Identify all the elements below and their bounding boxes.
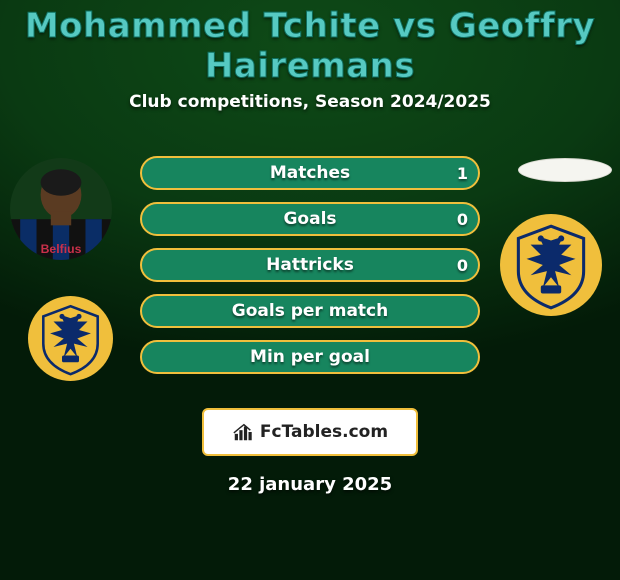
avatar-placeholder-icon: Belfius xyxy=(10,158,112,260)
player-left-club-badge xyxy=(28,296,113,381)
stat-value-right: 0 xyxy=(457,248,468,282)
stvv-badge-icon xyxy=(28,296,113,381)
comparison-area: Belfius xyxy=(0,136,620,396)
stat-row-min-per-goal: Min per goal xyxy=(140,340,480,374)
page-title: Mohammed Tchite vs Geoffry Hairemans xyxy=(0,0,620,86)
stat-row-goals-per-match: Goals per match xyxy=(140,294,480,328)
bar-chart-icon xyxy=(232,421,254,443)
stat-label: Matches xyxy=(140,156,480,190)
player-right-club-badge xyxy=(500,214,602,316)
stat-bars: Matches 1 Goals 0 Hattricks 0 Goals per … xyxy=(140,156,480,386)
stvv-badge-icon xyxy=(500,214,602,316)
attribution-logobox: FcTables.com xyxy=(202,408,418,456)
stat-value-right: 0 xyxy=(457,202,468,236)
stat-label: Min per goal xyxy=(140,340,480,374)
stat-row-hattricks: Hattricks 0 xyxy=(140,248,480,282)
svg-text:Belfius: Belfius xyxy=(41,242,82,256)
attribution-text: FcTables.com xyxy=(260,422,388,442)
stat-label: Goals per match xyxy=(140,294,480,328)
player-right-avatar-placeholder xyxy=(518,158,612,182)
subtitle: Club competitions, Season 2024/2025 xyxy=(0,92,620,112)
generated-date: 22 january 2025 xyxy=(0,474,620,495)
stat-row-matches: Matches 1 xyxy=(140,156,480,190)
stat-value-right: 1 xyxy=(457,156,468,190)
stat-label: Goals xyxy=(140,202,480,236)
stat-row-goals: Goals 0 xyxy=(140,202,480,236)
stat-label: Hattricks xyxy=(140,248,480,282)
player-left-avatar: Belfius xyxy=(10,158,112,260)
